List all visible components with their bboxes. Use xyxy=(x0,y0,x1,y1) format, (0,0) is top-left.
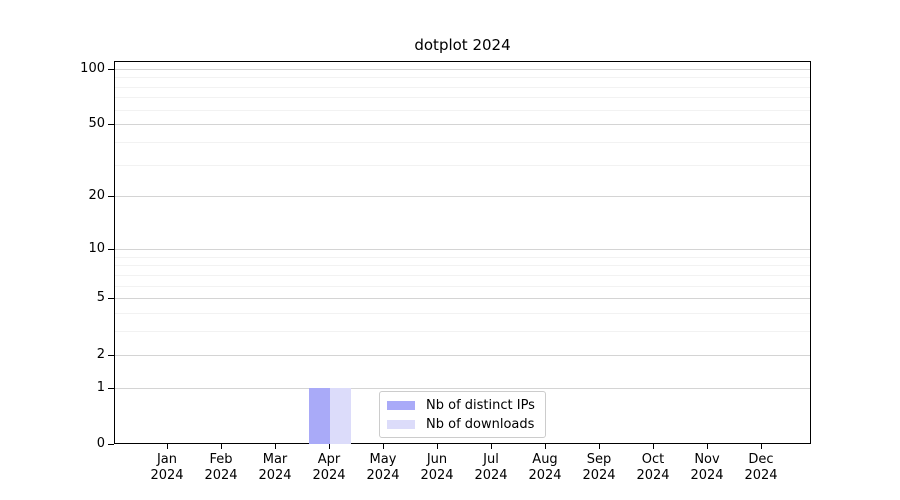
x-tick-year: 2024 xyxy=(474,468,508,483)
legend-item: Nb of downloads xyxy=(380,415,545,434)
y-tick-mark xyxy=(108,249,114,250)
y-tick-label: 2 xyxy=(96,347,105,362)
legend-item: Nb of distinct IPs xyxy=(380,396,545,415)
y-major-gridline xyxy=(115,298,810,300)
y-tick-label: 5 xyxy=(96,290,105,305)
x-tick-mark xyxy=(653,444,654,449)
y-minor-gridline xyxy=(115,77,810,79)
x-tick-year: 2024 xyxy=(528,468,562,483)
x-tick-label: Feb 2024 xyxy=(191,452,251,484)
x-tick-month: Aug xyxy=(532,452,558,467)
x-tick-year: 2024 xyxy=(258,468,292,483)
bar-nb-of-downloads xyxy=(330,388,351,444)
x-tick-label: Jun 2024 xyxy=(407,452,467,484)
y-minor-gridline xyxy=(115,331,810,333)
x-tick-month: Jun xyxy=(426,452,448,467)
y-tick-mark xyxy=(108,124,114,125)
x-tick-mark xyxy=(221,444,222,449)
x-tick-year: 2024 xyxy=(690,468,724,483)
y-tick-mark xyxy=(108,69,114,70)
x-tick-mark xyxy=(383,444,384,449)
legend-swatch-0 xyxy=(387,401,415,410)
legend-label: Nb of distinct IPs xyxy=(426,398,535,413)
x-tick-label: Apr 2024 xyxy=(299,452,359,484)
y-minor-gridline xyxy=(115,141,810,143)
y-major-gridline xyxy=(115,196,810,198)
y-minor-gridline xyxy=(115,256,810,258)
y-minor-gridline xyxy=(115,164,810,166)
y-minor-gridline xyxy=(115,274,810,276)
x-tick-mark xyxy=(545,444,546,449)
x-tick-label: Oct 2024 xyxy=(623,452,683,484)
y-minor-gridline xyxy=(115,109,810,111)
x-tick-mark xyxy=(707,444,708,449)
x-tick-month: Jul xyxy=(483,452,499,467)
x-tick-mark xyxy=(275,444,276,449)
x-tick-label: Jan 2024 xyxy=(137,452,197,484)
x-tick-label: Aug 2024 xyxy=(515,452,575,484)
y-major-gridline xyxy=(115,248,810,250)
plot-area xyxy=(114,61,811,444)
x-tick-month: Jan xyxy=(156,452,178,467)
x-tick-label: May 2024 xyxy=(353,452,413,484)
y-tick-label: 20 xyxy=(88,188,105,203)
y-tick-mark xyxy=(108,355,114,356)
y-tick-label: 50 xyxy=(88,116,105,131)
x-tick-mark xyxy=(167,444,168,449)
x-tick-mark xyxy=(599,444,600,449)
x-tick-year: 2024 xyxy=(204,468,238,483)
x-tick-mark xyxy=(491,444,492,449)
x-tick-month: Feb xyxy=(209,452,233,467)
x-tick-month: Nov xyxy=(694,452,720,467)
y-major-gridline xyxy=(115,68,810,70)
y-tick-label: 10 xyxy=(88,241,105,256)
y-major-gridline xyxy=(115,354,810,356)
x-tick-label: Sep 2024 xyxy=(569,452,629,484)
y-minor-gridline xyxy=(115,86,810,88)
y-tick-mark xyxy=(108,388,114,389)
x-tick-mark xyxy=(437,444,438,449)
y-minor-gridline xyxy=(115,265,810,267)
x-tick-year: 2024 xyxy=(744,468,778,483)
x-tick-mark xyxy=(761,444,762,449)
y-minor-gridline xyxy=(115,313,810,315)
x-tick-year: 2024 xyxy=(366,468,400,483)
x-tick-year: 2024 xyxy=(150,468,184,483)
bar-nb-of-distinct-ips xyxy=(309,388,330,444)
y-tick-label: 1 xyxy=(96,380,105,395)
chart-title: dotplot 2024 xyxy=(414,36,511,54)
x-tick-label: Nov 2024 xyxy=(677,452,737,484)
x-tick-month: Mar xyxy=(262,452,288,467)
x-tick-year: 2024 xyxy=(636,468,670,483)
y-major-gridline xyxy=(115,124,810,126)
x-tick-mark xyxy=(329,444,330,449)
x-tick-label: Mar 2024 xyxy=(245,452,305,484)
x-tick-month: Apr xyxy=(317,452,341,467)
legend-swatch-1 xyxy=(387,420,415,429)
x-tick-year: 2024 xyxy=(582,468,616,483)
x-tick-label: Jul 2024 xyxy=(461,452,521,484)
legend-label: Nb of downloads xyxy=(426,417,535,432)
y-tick-mark xyxy=(108,444,114,445)
x-tick-month: Dec xyxy=(748,452,774,467)
y-tick-label: 100 xyxy=(80,61,105,76)
x-tick-label: Dec 2024 xyxy=(731,452,791,484)
y-major-gridline xyxy=(115,387,810,389)
y-minor-gridline xyxy=(115,285,810,287)
y-tick-mark xyxy=(108,298,114,299)
x-tick-month: May xyxy=(369,452,397,467)
y-tick-label: 0 xyxy=(96,436,105,451)
legend: Nb of distinct IPs Nb of downloads xyxy=(379,391,546,438)
x-tick-month: Oct xyxy=(641,452,665,467)
x-tick-year: 2024 xyxy=(420,468,454,483)
y-tick-mark xyxy=(108,196,114,197)
x-tick-year: 2024 xyxy=(312,468,346,483)
x-tick-month: Sep xyxy=(586,452,612,467)
y-minor-gridline xyxy=(115,97,810,99)
